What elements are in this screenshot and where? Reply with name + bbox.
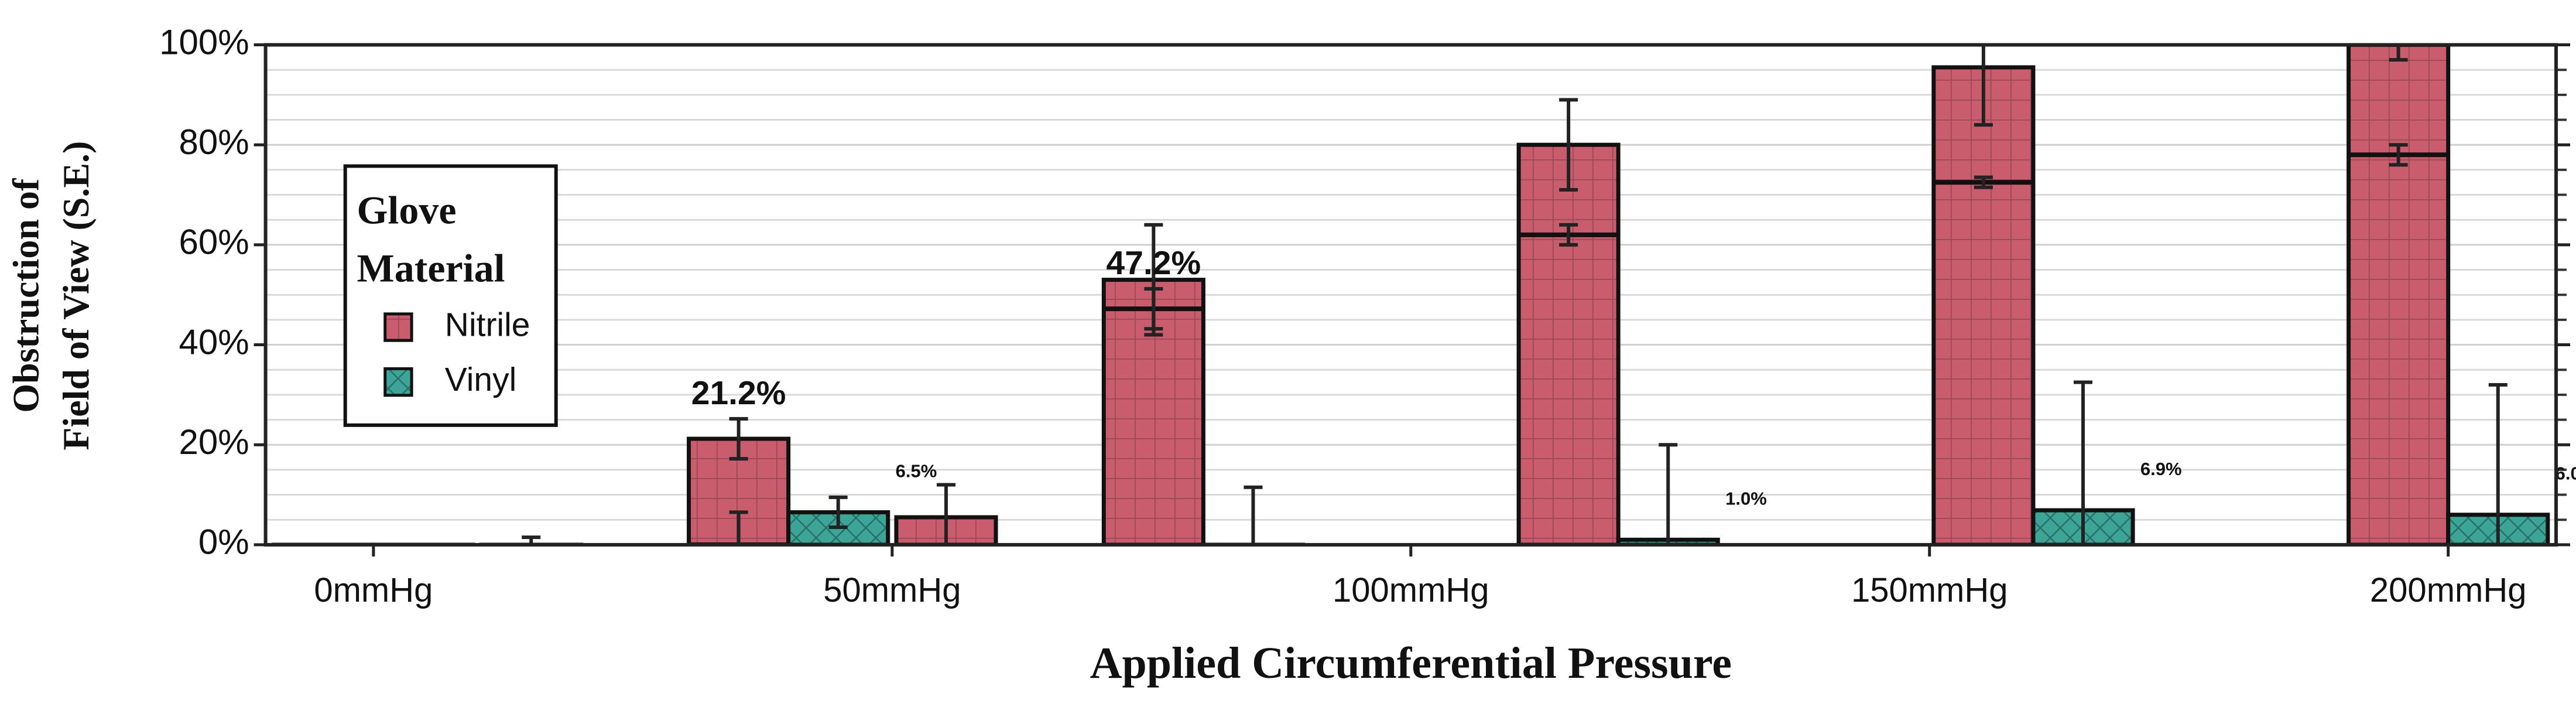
legend-swatch bbox=[383, 367, 413, 397]
legend-swatch bbox=[383, 312, 413, 342]
value-label: 6.0% bbox=[2556, 463, 2576, 484]
value-label: 1.0% bbox=[1725, 488, 1767, 509]
error-bar bbox=[1559, 223, 1578, 247]
legend-title: Material bbox=[357, 246, 505, 291]
value-label: 21.2% bbox=[691, 374, 786, 412]
value-label: 6.5% bbox=[896, 460, 937, 481]
plot-frame bbox=[263, 43, 2558, 547]
error-bar bbox=[1559, 98, 1578, 192]
x-tick-label: 200mmHg bbox=[2370, 571, 2527, 609]
bar bbox=[1516, 142, 1621, 546]
y-tick-label: 0% bbox=[198, 523, 249, 562]
plot-area bbox=[272, 43, 2550, 546]
error-bar bbox=[2389, 143, 2408, 167]
legend-label: Vinyl bbox=[445, 361, 517, 398]
y-tick-label: 60% bbox=[179, 223, 249, 262]
x-tick-label: 100mmHg bbox=[1332, 571, 1489, 609]
y-tick-label: 80% bbox=[179, 122, 249, 162]
bar bbox=[1931, 65, 2036, 546]
legend-label: Nitrile bbox=[445, 306, 530, 344]
legend-box bbox=[343, 164, 558, 427]
error-bar bbox=[2073, 380, 2092, 546]
error-bar bbox=[1974, 43, 1993, 127]
x-tick-label: 150mmHg bbox=[1851, 571, 2008, 609]
value-label: 6.9% bbox=[2140, 459, 2182, 479]
error-bar bbox=[729, 417, 748, 461]
error-bar bbox=[1659, 443, 1678, 546]
y-tick-label: 40% bbox=[179, 322, 249, 361]
bar bbox=[2347, 43, 2451, 546]
y-axis-title: Field of View (S.E.) bbox=[55, 141, 97, 451]
y-tick-label: 20% bbox=[179, 422, 249, 462]
error-bar bbox=[1144, 286, 1163, 331]
x-tick-label: 0mmHg bbox=[314, 571, 433, 609]
y-axis-title: Obstruction of bbox=[5, 178, 47, 413]
x-axis-title: Applied Circumferential Pressure bbox=[1090, 639, 1732, 688]
error-bar bbox=[936, 483, 955, 546]
y-tick-label: 100% bbox=[159, 22, 249, 62]
error-bar bbox=[2488, 383, 2508, 546]
value-label: 47.2% bbox=[1107, 244, 1201, 282]
x-tick-label: 50mmHg bbox=[823, 571, 961, 609]
legend-title: Glove bbox=[357, 187, 457, 232]
error-bar bbox=[828, 495, 848, 530]
error-bar bbox=[1974, 175, 1993, 189]
